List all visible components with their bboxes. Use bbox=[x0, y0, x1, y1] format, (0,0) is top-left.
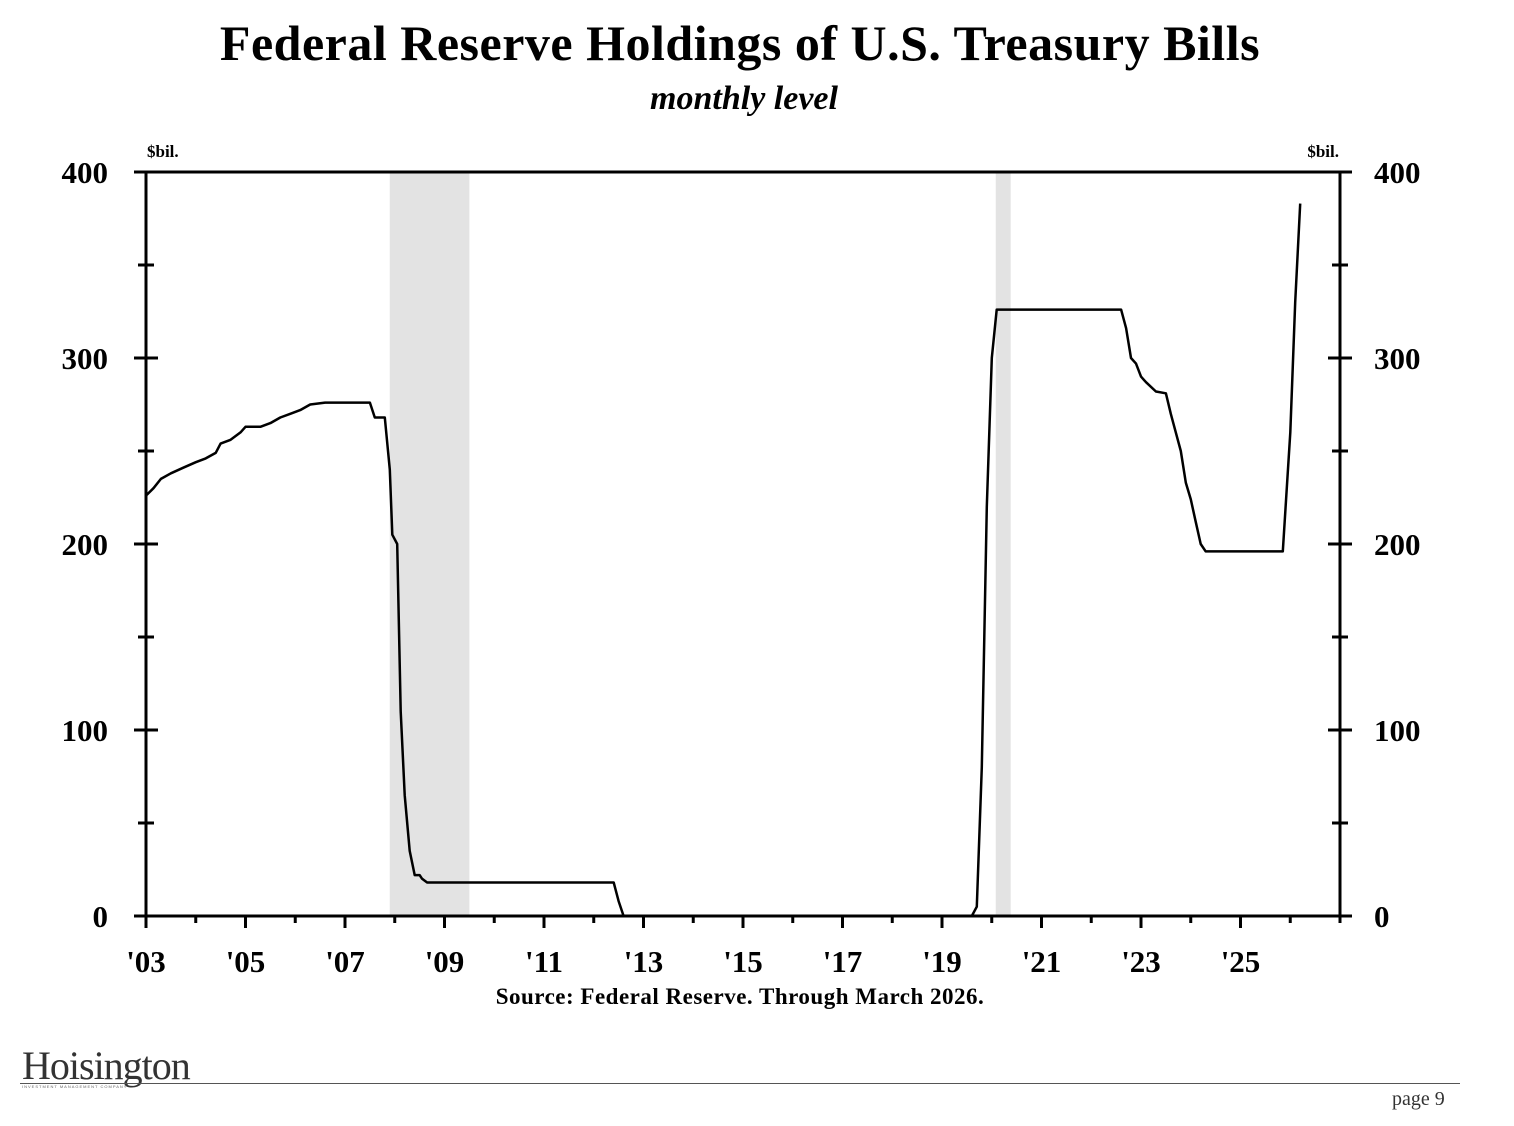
x-tick-label: '21 bbox=[1022, 944, 1062, 979]
x-tick-label: '09 bbox=[425, 944, 465, 979]
chart-subtitle: monthly level bbox=[650, 80, 838, 117]
plot-frame bbox=[144, 170, 1342, 918]
y-tick-label-right: 300 bbox=[1374, 341, 1421, 376]
y-tick-label-right: 200 bbox=[1374, 527, 1421, 562]
tick-labels-layer: 0 0 100 100 200 200 300 300 400 400 '03 '05 '07 '09 '1… bbox=[62, 155, 1421, 979]
x-tick-label: '23 bbox=[1121, 944, 1161, 979]
company-logo: Hoisington INVESTMENT MANAGEMENT COMPANY bbox=[22, 1043, 191, 1090]
ticks-layer bbox=[134, 170, 1352, 928]
x-tick-label: '19 bbox=[922, 944, 962, 979]
recession-band-1 bbox=[995, 172, 1011, 916]
y-tick-label-left: 100 bbox=[62, 713, 109, 748]
logo-name: Hoisington bbox=[22, 1043, 191, 1088]
y-tick-label-left: 0 bbox=[93, 899, 109, 934]
x-tick-label: '11 bbox=[525, 944, 563, 979]
x-tick-label: '07 bbox=[325, 944, 365, 979]
recession-band-0 bbox=[389, 172, 470, 916]
x-tick-label: '05 bbox=[226, 944, 266, 979]
y-tick-label-right: 400 bbox=[1374, 155, 1421, 190]
y-tick-label-left: 400 bbox=[62, 155, 109, 190]
y-tick-label-right: 100 bbox=[1374, 713, 1421, 748]
y-axis-unit-left: $bil. bbox=[147, 142, 179, 161]
y-tick-label-left: 200 bbox=[62, 527, 109, 562]
x-tick-label: '03 bbox=[126, 944, 166, 979]
page-number: page 9 bbox=[1392, 1088, 1445, 1110]
y-tick-label-right: 0 bbox=[1374, 899, 1390, 934]
y-axis-unit-right: $bil. bbox=[1307, 142, 1339, 161]
x-tick-label: '15 bbox=[723, 944, 763, 979]
logo-subtext: INVESTMENT MANAGEMENT COMPANY bbox=[22, 1084, 128, 1089]
y-tick-label-left: 300 bbox=[62, 341, 109, 376]
x-tick-label: '13 bbox=[624, 944, 664, 979]
x-tick-label: '25 bbox=[1221, 944, 1261, 979]
x-tick-label: '17 bbox=[823, 944, 863, 979]
footer-divider bbox=[20, 1083, 1460, 1084]
series-line-tbills bbox=[145, 203, 1302, 918]
source-note: Source: Federal Reserve. Through March 2… bbox=[495, 984, 985, 1009]
chart-title: Federal Reserve Holdings of U.S. Treasur… bbox=[219, 15, 1261, 71]
recession-shading-layer bbox=[389, 172, 1011, 916]
